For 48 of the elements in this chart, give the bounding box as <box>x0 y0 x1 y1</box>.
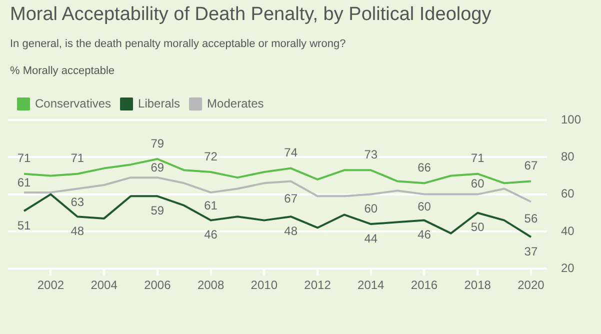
x-tick-label: 2002 <box>37 278 64 292</box>
x-tick-label: 2018 <box>464 278 492 292</box>
x-tick-label: 2014 <box>358 278 385 292</box>
x-tick-label: 2004 <box>90 278 118 292</box>
data-label: 73 <box>364 147 378 162</box>
data-label: 60 <box>470 176 485 190</box>
data-label: 37 <box>524 244 538 258</box>
data-label: 71 <box>70 151 84 166</box>
chart-subtitle: In general, is the death penalty morally acceptable or morally wrong? <box>10 38 346 50</box>
data-label: 71 <box>17 151 32 166</box>
x-tick-label: 2006 <box>144 278 172 292</box>
data-label: 61 <box>204 198 218 213</box>
data-label: 46 <box>418 228 432 242</box>
y-tick-label: 80 <box>560 149 575 164</box>
data-label: 63 <box>70 194 84 209</box>
y-axis-title: % Morally acceptable <box>10 65 115 77</box>
x-tick-label: 2020 <box>518 278 545 292</box>
legend-label: Liberals <box>138 96 180 110</box>
data-label: 48 <box>70 224 84 238</box>
data-label: 66 <box>418 160 432 174</box>
y-tick-label: 100 <box>560 112 582 126</box>
data-label: 72 <box>204 149 218 164</box>
data-label: 61 <box>17 175 32 190</box>
data-label: 44 <box>364 231 378 246</box>
data-label: 60 <box>364 201 378 216</box>
legend-label: Conservatives <box>35 96 112 110</box>
x-tick-label: 2008 <box>197 278 224 292</box>
legend-label: Moderates <box>207 96 264 110</box>
x-tick-label: 2012 <box>304 278 332 292</box>
x-tick-label: 2010 <box>250 278 278 292</box>
y-tick-label: 40 <box>560 224 575 238</box>
data-label: 74 <box>284 146 298 160</box>
data-label: 79 <box>150 136 164 150</box>
y-tick-label: 20 <box>560 260 575 275</box>
data-label: 56 <box>524 212 538 226</box>
data-label: 67 <box>284 191 298 206</box>
data-label: 59 <box>150 203 164 218</box>
y-tick-label: 60 <box>560 186 575 201</box>
data-label: 67 <box>524 158 538 173</box>
data-label: 50 <box>470 220 485 234</box>
data-label: 71 <box>470 151 485 166</box>
data-label: 48 <box>284 224 298 238</box>
data-label: 46 <box>204 228 218 242</box>
x-tick-label: 2016 <box>410 278 438 292</box>
data-label: 51 <box>17 218 32 232</box>
data-label: 69 <box>150 160 164 175</box>
data-label: 60 <box>418 200 432 214</box>
chart-title: Moral Acceptability of Death Penalty, by Political Ideology <box>10 4 492 26</box>
